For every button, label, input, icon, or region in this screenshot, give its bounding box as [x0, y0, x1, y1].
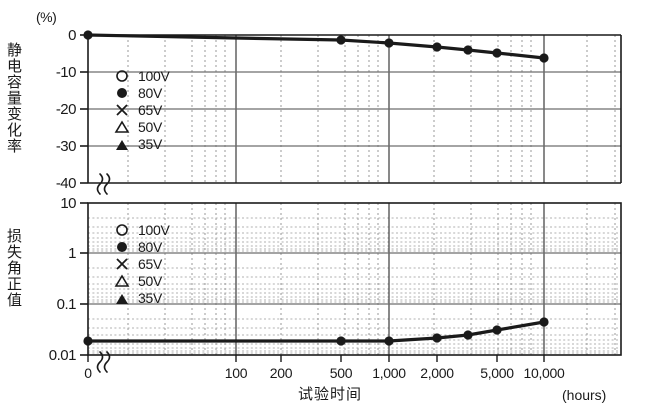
upper-legend-label-35v: 35V — [138, 136, 163, 152]
upper-legend-label-80v: 80V — [138, 85, 163, 101]
upper-y-unit-label: (%) — [36, 9, 57, 25]
lower-chart-group — [80, 202, 622, 362]
upper-series-line — [87, 33, 545, 60]
lower-legend-label-35v: 35V — [138, 290, 163, 306]
lower-legend-label-80v: 80V — [138, 239, 163, 255]
upper-legend-label-50v: 50V — [138, 119, 163, 135]
xtick-200: 200 — [269, 365, 293, 381]
lower-legend-label-65v: 65V — [138, 256, 163, 272]
xtick-10000: 10,000 — [523, 365, 565, 381]
lower-legend-label-50v: 50V — [138, 273, 163, 289]
upper-legend-label-65v: 65V — [138, 102, 163, 118]
xtick-1000: 1,000 — [372, 365, 406, 381]
x-unit-label: (hours) — [562, 387, 607, 403]
lower-major-vgrid — [235, 203, 545, 355]
xtick-100: 100 — [224, 365, 248, 381]
lower-plot-frame — [87, 202, 622, 356]
lower-ytick-0p1: 0.1 — [56, 296, 77, 313]
upper-ytick-0: 0 — [68, 27, 76, 44]
lower-minor-vgrid — [127, 203, 616, 355]
xtick-500: 500 — [329, 365, 353, 381]
upper-series-markers — [83, 30, 549, 63]
upper-y-axis-title: 静电容量变化率 — [5, 42, 22, 154]
upper-legend-markers — [114, 70, 130, 150]
lower-xtick-marks — [87, 355, 545, 362]
lower-ytick-marks — [80, 202, 88, 356]
upper-hgrid — [88, 71, 621, 147]
upper-ytick-marks — [80, 34, 88, 184]
lower-series-line — [88, 320, 545, 343]
xtick-5000: 5,000 — [480, 365, 514, 381]
x-axis-title: 试验时间 — [298, 386, 363, 403]
axis-break-marks — [96, 173, 111, 373]
upper-ytick-minus10: -10 — [55, 64, 77, 81]
lower-ytick-1: 1 — [68, 245, 76, 262]
lower-legend-markers — [114, 224, 130, 304]
upper-ytick-minus40: -40 — [55, 175, 77, 192]
xtick-2000: 2,000 — [420, 365, 454, 381]
lower-ytick-10: 10 — [60, 195, 76, 212]
lower-series-markers — [83, 317, 549, 346]
lower-major-hgrid — [88, 252, 621, 305]
lower-y-axis-title: 损失角正值 — [5, 228, 22, 308]
lower-ytick-0p01: 0.01 — [48, 347, 77, 364]
lower-legend-label-100v: 100V — [138, 222, 170, 238]
upper-ytick-minus30: -30 — [55, 138, 77, 155]
xtick-0: 0 — [84, 365, 92, 381]
upper-legend-label-100v: 100V — [138, 68, 170, 84]
lower-plot-background — [88, 203, 621, 355]
upper-chart-group — [80, 30, 622, 184]
upper-ytick-minus20: -20 — [55, 101, 77, 118]
